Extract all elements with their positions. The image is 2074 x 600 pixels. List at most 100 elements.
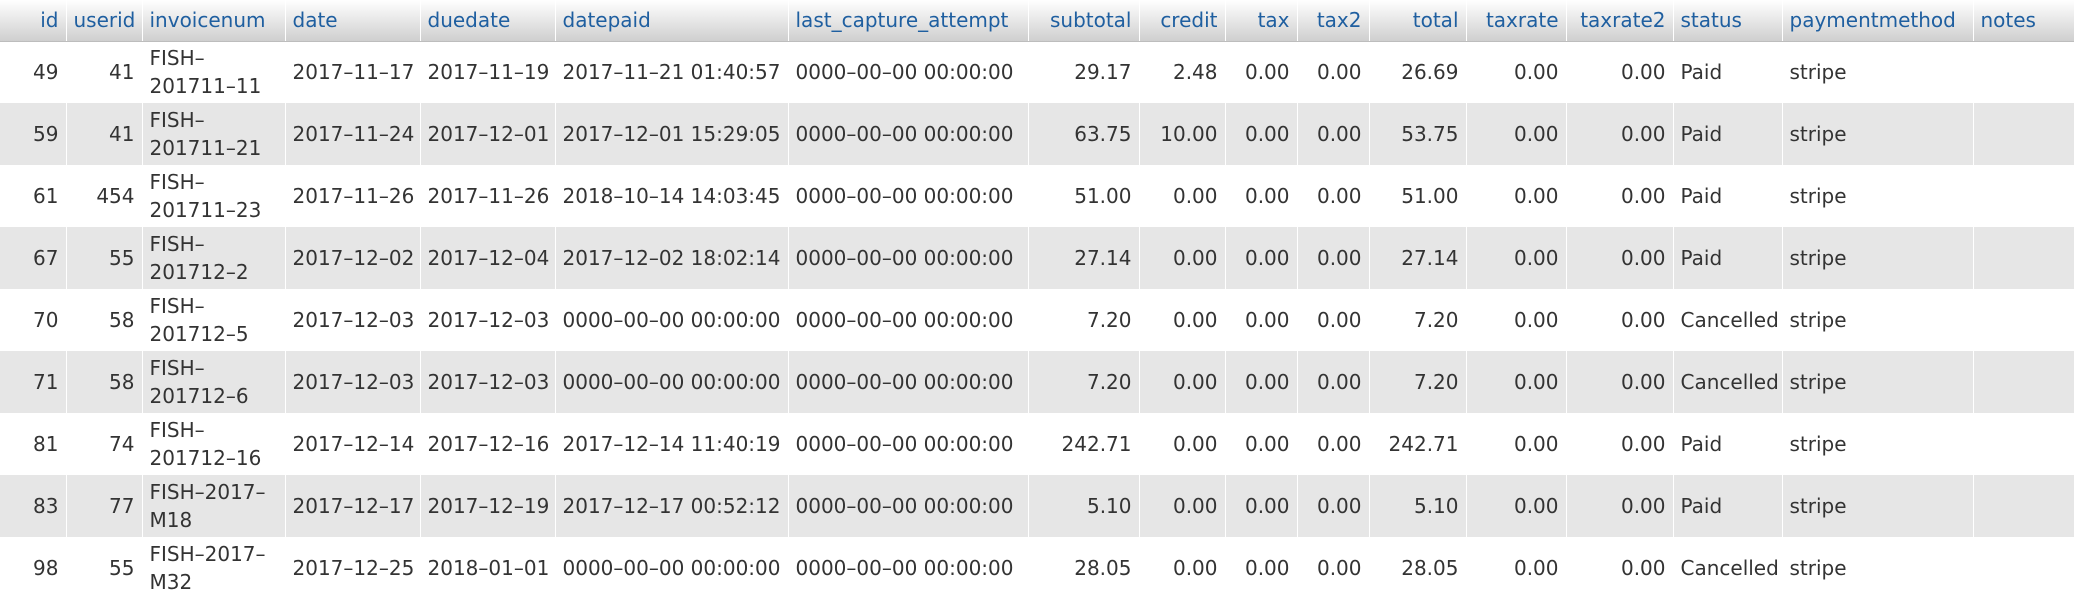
cell-subtotal: 27.14	[1028, 227, 1140, 289]
cell-credit: 0.00	[1139, 227, 1226, 289]
cell-last-capture-attempt: 0000–00–00 00:00:00	[788, 41, 1029, 103]
cell-notes	[1973, 103, 2074, 165]
cell-paymentmethod: stripe	[1782, 537, 1974, 599]
cell-paymentmethod: stripe	[1782, 41, 1974, 103]
cell-tax: 0.00	[1225, 475, 1298, 537]
cell-subtotal: 7.20	[1028, 289, 1140, 351]
cell-tax2: 0.00	[1297, 537, 1370, 599]
cell-tax2: 0.00	[1297, 41, 1370, 103]
cell-duedate: 2017–11–26	[420, 165, 556, 227]
cell-total: 7.20	[1369, 289, 1467, 351]
cell-credit: 0.00	[1139, 165, 1226, 227]
cell-duedate: 2017–12–03	[420, 351, 556, 413]
column-header-date[interactable]: date	[285, 0, 421, 42]
column-header-taxrate2[interactable]: taxrate2	[1566, 0, 1674, 42]
cell-duedate: 2017–12–01	[420, 103, 556, 165]
column-header-credit[interactable]: credit	[1139, 0, 1226, 42]
cell-id: 49	[0, 41, 67, 103]
column-header-userid[interactable]: userid	[66, 0, 143, 42]
table-row[interactable]: 81 74 FISH–201712–16 2017–12–14 2017–12–16 20…	[0, 413, 2074, 475]
cell-invoicenum: FISH–201711–11	[142, 41, 286, 103]
cell-userid: 55	[66, 537, 143, 599]
column-header-last-capture-attempt[interactable]: last_capture_attempt	[788, 0, 1029, 42]
cell-status: Cancelled	[1673, 537, 1783, 599]
cell-datepaid: 2017–12–17 00:52:12	[555, 475, 789, 537]
cell-datepaid: 0000–00–00 00:00:00	[555, 537, 789, 599]
cell-tax: 0.00	[1225, 103, 1298, 165]
column-header-taxrate[interactable]: taxrate	[1466, 0, 1567, 42]
cell-tax: 0.00	[1225, 41, 1298, 103]
cell-taxrate2: 0.00	[1566, 227, 1674, 289]
cell-id: 67	[0, 227, 67, 289]
cell-credit: 10.00	[1139, 103, 1226, 165]
cell-taxrate: 0.00	[1466, 165, 1567, 227]
cell-taxrate: 0.00	[1466, 413, 1567, 475]
cell-subtotal: 28.05	[1028, 537, 1140, 599]
table-row[interactable]: 71 58 FISH–201712–6 2017–12–03 2017–12–03 000…	[0, 351, 2074, 413]
cell-paymentmethod: stripe	[1782, 289, 1974, 351]
column-header-datepaid[interactable]: datepaid	[555, 0, 789, 42]
cell-notes	[1973, 289, 2074, 351]
cell-taxrate2: 0.00	[1566, 289, 1674, 351]
table-row[interactable]: 49 41 FISH–201711–11 2017–11–17 2017–11–19 20…	[0, 41, 2074, 103]
cell-subtotal: 7.20	[1028, 351, 1140, 413]
table-row[interactable]: 98 55 FISH–2017–M32 2017–12–25 2018–01–01 000…	[0, 537, 2074, 599]
cell-notes	[1973, 165, 2074, 227]
cell-datepaid: 0000–00–00 00:00:00	[555, 351, 789, 413]
cell-datepaid: 2017–12–02 18:02:14	[555, 227, 789, 289]
cell-paymentmethod: stripe	[1782, 103, 1974, 165]
cell-credit: 0.00	[1139, 413, 1226, 475]
column-header-notes[interactable]: notes	[1973, 0, 2074, 42]
cell-duedate: 2017–11–19	[420, 41, 556, 103]
cell-userid: 41	[66, 41, 143, 103]
column-header-id[interactable]: id	[0, 0, 67, 42]
cell-last-capture-attempt: 0000–00–00 00:00:00	[788, 351, 1029, 413]
column-header-tax2[interactable]: tax2	[1297, 0, 1370, 42]
cell-id: 83	[0, 475, 67, 537]
table-row[interactable]: 70 58 FISH–201712–5 2017–12–03 2017–12–03 000…	[0, 289, 2074, 351]
column-header-paymentmethod[interactable]: paymentmethod	[1782, 0, 1974, 42]
cell-credit: 0.00	[1139, 537, 1226, 599]
cell-notes	[1973, 41, 2074, 103]
table-row[interactable]: 61 454 FISH–201711–23 2017–11–26 2017–11–26 2…	[0, 165, 2074, 227]
cell-taxrate2: 0.00	[1566, 165, 1674, 227]
cell-datepaid: 2017–12–14 11:40:19	[555, 413, 789, 475]
cell-date: 2017–12–14	[285, 413, 421, 475]
cell-invoicenum: FISH–201712–16	[142, 413, 286, 475]
cell-duedate: 2018–01–01	[420, 537, 556, 599]
column-header-subtotal[interactable]: subtotal	[1028, 0, 1140, 42]
cell-paymentmethod: stripe	[1782, 413, 1974, 475]
column-header-tax[interactable]: tax	[1225, 0, 1298, 42]
cell-total: 242.71	[1369, 413, 1467, 475]
cell-date: 2017–12–03	[285, 289, 421, 351]
cell-subtotal: 29.17	[1028, 41, 1140, 103]
cell-status: Paid	[1673, 41, 1783, 103]
table-row[interactable]: 67 55 FISH–201712–2 2017–12–02 2017–12–04 201…	[0, 227, 2074, 289]
column-header-status[interactable]: status	[1673, 0, 1783, 42]
cell-datepaid: 2017–11–21 01:40:57	[555, 41, 789, 103]
table-row[interactable]: 59 41 FISH–201711–21 2017–11–24 2017–12–01 20…	[0, 103, 2074, 165]
cell-subtotal: 242.71	[1028, 413, 1140, 475]
cell-last-capture-attempt: 0000–00–00 00:00:00	[788, 103, 1029, 165]
table-row[interactable]: 83 77 FISH–2017–M18 2017–12–17 2017–12–19 201…	[0, 475, 2074, 537]
table-body: 49 41 FISH–201711–11 2017–11–17 2017–11–19 20…	[0, 41, 2074, 599]
column-header-total[interactable]: total	[1369, 0, 1467, 42]
cell-last-capture-attempt: 0000–00–00 00:00:00	[788, 537, 1029, 599]
cell-invoicenum: FISH–201711–21	[142, 103, 286, 165]
cell-tax: 0.00	[1225, 351, 1298, 413]
cell-subtotal: 63.75	[1028, 103, 1140, 165]
cell-taxrate: 0.00	[1466, 227, 1567, 289]
cell-date: 2017–11–26	[285, 165, 421, 227]
cell-status: Paid	[1673, 413, 1783, 475]
cell-userid: 454	[66, 165, 143, 227]
cell-date: 2017–12–03	[285, 351, 421, 413]
cell-userid: 77	[66, 475, 143, 537]
cell-status: Paid	[1673, 103, 1783, 165]
cell-taxrate2: 0.00	[1566, 537, 1674, 599]
column-header-duedate[interactable]: duedate	[420, 0, 556, 42]
column-header-invoicenum[interactable]: invoicenum	[142, 0, 286, 42]
cell-invoicenum: FISH–201712–5	[142, 289, 286, 351]
cell-status: Paid	[1673, 227, 1783, 289]
cell-paymentmethod: stripe	[1782, 351, 1974, 413]
cell-date: 2017–12–02	[285, 227, 421, 289]
